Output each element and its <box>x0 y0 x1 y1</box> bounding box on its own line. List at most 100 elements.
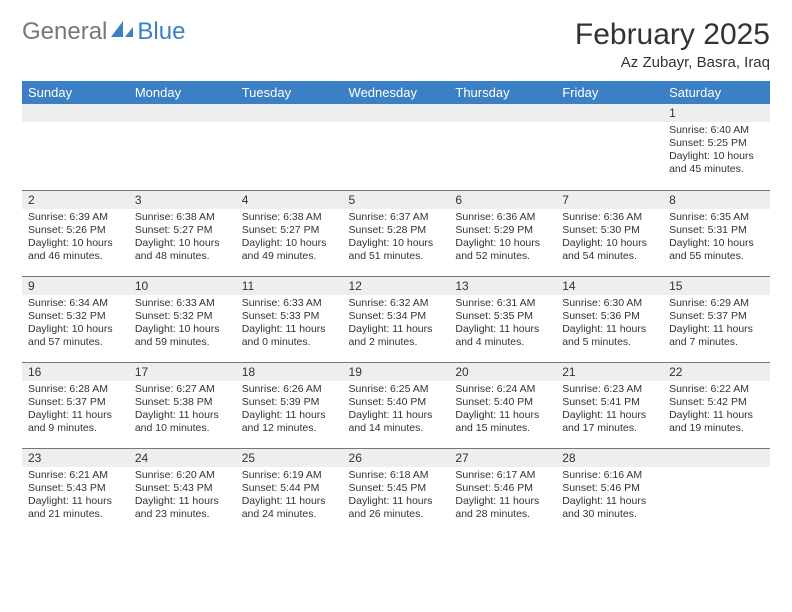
day-number: 25 <box>236 449 343 467</box>
day-number: 17 <box>129 363 236 381</box>
weekday-header: Thursday <box>449 81 556 104</box>
day-number: 4 <box>236 191 343 209</box>
calendar-day-cell: 28Sunrise: 6:16 AMSunset: 5:46 PMDayligh… <box>556 448 663 534</box>
sail-icon <box>109 18 135 46</box>
calendar-day-cell: 5Sunrise: 6:37 AMSunset: 5:28 PMDaylight… <box>343 190 450 276</box>
day-number <box>663 449 770 467</box>
logo-text-blue: Blue <box>137 18 185 46</box>
day-number: 18 <box>236 363 343 381</box>
day-details <box>129 122 236 128</box>
calendar-body: 1Sunrise: 6:40 AMSunset: 5:25 PMDaylight… <box>22 104 770 534</box>
calendar-day-cell: 12Sunrise: 6:32 AMSunset: 5:34 PMDayligh… <box>343 276 450 362</box>
day-number: 5 <box>343 191 450 209</box>
calendar-day-cell: 6Sunrise: 6:36 AMSunset: 5:29 PMDaylight… <box>449 190 556 276</box>
day-details: Sunrise: 6:33 AMSunset: 5:33 PMDaylight:… <box>236 295 343 354</box>
day-details <box>449 122 556 128</box>
calendar-day-cell: 1Sunrise: 6:40 AMSunset: 5:25 PMDaylight… <box>663 104 770 190</box>
day-number: 22 <box>663 363 770 381</box>
calendar-day-cell: 3Sunrise: 6:38 AMSunset: 5:27 PMDaylight… <box>129 190 236 276</box>
calendar-day-cell <box>22 104 129 190</box>
day-details: Sunrise: 6:31 AMSunset: 5:35 PMDaylight:… <box>449 295 556 354</box>
day-details: Sunrise: 6:39 AMSunset: 5:26 PMDaylight:… <box>22 209 129 268</box>
calendar-week-row: 23Sunrise: 6:21 AMSunset: 5:43 PMDayligh… <box>22 448 770 534</box>
day-details: Sunrise: 6:38 AMSunset: 5:27 PMDaylight:… <box>236 209 343 268</box>
calendar-day-cell: 18Sunrise: 6:26 AMSunset: 5:39 PMDayligh… <box>236 362 343 448</box>
day-details: Sunrise: 6:17 AMSunset: 5:46 PMDaylight:… <box>449 467 556 526</box>
calendar-table: SundayMondayTuesdayWednesdayThursdayFrid… <box>22 81 770 534</box>
day-number <box>129 104 236 122</box>
day-number: 13 <box>449 277 556 295</box>
day-details: Sunrise: 6:37 AMSunset: 5:28 PMDaylight:… <box>343 209 450 268</box>
location: Az Zubayr, Basra, Iraq <box>575 54 770 71</box>
day-number: 23 <box>22 449 129 467</box>
day-details: Sunrise: 6:25 AMSunset: 5:40 PMDaylight:… <box>343 381 450 440</box>
day-details: Sunrise: 6:16 AMSunset: 5:46 PMDaylight:… <box>556 467 663 526</box>
day-number: 19 <box>343 363 450 381</box>
day-details: Sunrise: 6:21 AMSunset: 5:43 PMDaylight:… <box>22 467 129 526</box>
day-number: 24 <box>129 449 236 467</box>
day-details: Sunrise: 6:22 AMSunset: 5:42 PMDaylight:… <box>663 381 770 440</box>
calendar-day-cell <box>449 104 556 190</box>
day-number: 9 <box>22 277 129 295</box>
day-number <box>449 104 556 122</box>
day-number: 10 <box>129 277 236 295</box>
day-number: 12 <box>343 277 450 295</box>
calendar-day-cell: 11Sunrise: 6:33 AMSunset: 5:33 PMDayligh… <box>236 276 343 362</box>
calendar-week-row: 2Sunrise: 6:39 AMSunset: 5:26 PMDaylight… <box>22 190 770 276</box>
day-details: Sunrise: 6:40 AMSunset: 5:25 PMDaylight:… <box>663 122 770 181</box>
day-number: 2 <box>22 191 129 209</box>
calendar-day-cell <box>663 448 770 534</box>
calendar-day-cell: 2Sunrise: 6:39 AMSunset: 5:26 PMDaylight… <box>22 190 129 276</box>
calendar-day-cell: 15Sunrise: 6:29 AMSunset: 5:37 PMDayligh… <box>663 276 770 362</box>
weekday-header: Saturday <box>663 81 770 104</box>
day-details <box>22 122 129 128</box>
weekday-header-row: SundayMondayTuesdayWednesdayThursdayFrid… <box>22 81 770 104</box>
day-details: Sunrise: 6:30 AMSunset: 5:36 PMDaylight:… <box>556 295 663 354</box>
day-details <box>663 467 770 473</box>
day-details: Sunrise: 6:35 AMSunset: 5:31 PMDaylight:… <box>663 209 770 268</box>
day-number: 1 <box>663 104 770 122</box>
logo-text-general: General <box>22 18 107 46</box>
day-details <box>343 122 450 128</box>
calendar-week-row: 16Sunrise: 6:28 AMSunset: 5:37 PMDayligh… <box>22 362 770 448</box>
day-details: Sunrise: 6:23 AMSunset: 5:41 PMDaylight:… <box>556 381 663 440</box>
calendar-day-cell: 22Sunrise: 6:22 AMSunset: 5:42 PMDayligh… <box>663 362 770 448</box>
calendar-day-cell: 17Sunrise: 6:27 AMSunset: 5:38 PMDayligh… <box>129 362 236 448</box>
day-details: Sunrise: 6:28 AMSunset: 5:37 PMDaylight:… <box>22 381 129 440</box>
weekday-header: Friday <box>556 81 663 104</box>
calendar-day-cell: 14Sunrise: 6:30 AMSunset: 5:36 PMDayligh… <box>556 276 663 362</box>
day-details <box>556 122 663 128</box>
calendar-day-cell: 23Sunrise: 6:21 AMSunset: 5:43 PMDayligh… <box>22 448 129 534</box>
day-number: 15 <box>663 277 770 295</box>
calendar-day-cell: 27Sunrise: 6:17 AMSunset: 5:46 PMDayligh… <box>449 448 556 534</box>
calendar-day-cell: 25Sunrise: 6:19 AMSunset: 5:44 PMDayligh… <box>236 448 343 534</box>
day-number: 3 <box>129 191 236 209</box>
calendar-day-cell: 26Sunrise: 6:18 AMSunset: 5:45 PMDayligh… <box>343 448 450 534</box>
day-number: 11 <box>236 277 343 295</box>
day-details: Sunrise: 6:27 AMSunset: 5:38 PMDaylight:… <box>129 381 236 440</box>
calendar-day-cell: 19Sunrise: 6:25 AMSunset: 5:40 PMDayligh… <box>343 362 450 448</box>
day-details: Sunrise: 6:19 AMSunset: 5:44 PMDaylight:… <box>236 467 343 526</box>
day-details: Sunrise: 6:24 AMSunset: 5:40 PMDaylight:… <box>449 381 556 440</box>
weekday-header: Tuesday <box>236 81 343 104</box>
day-number <box>22 104 129 122</box>
day-number: 21 <box>556 363 663 381</box>
day-details: Sunrise: 6:34 AMSunset: 5:32 PMDaylight:… <box>22 295 129 354</box>
calendar-week-row: 9Sunrise: 6:34 AMSunset: 5:32 PMDaylight… <box>22 276 770 362</box>
day-number: 14 <box>556 277 663 295</box>
day-number: 8 <box>663 191 770 209</box>
calendar-day-cell <box>236 104 343 190</box>
calendar-day-cell: 21Sunrise: 6:23 AMSunset: 5:41 PMDayligh… <box>556 362 663 448</box>
calendar-day-cell <box>343 104 450 190</box>
header: General Blue February 2025 Az Zubayr, Ba… <box>22 18 770 71</box>
weekday-header: Wednesday <box>343 81 450 104</box>
logo: General Blue <box>22 18 185 46</box>
day-number: 26 <box>343 449 450 467</box>
calendar-day-cell: 8Sunrise: 6:35 AMSunset: 5:31 PMDaylight… <box>663 190 770 276</box>
calendar-day-cell: 24Sunrise: 6:20 AMSunset: 5:43 PMDayligh… <box>129 448 236 534</box>
day-details: Sunrise: 6:36 AMSunset: 5:29 PMDaylight:… <box>449 209 556 268</box>
weekday-header: Sunday <box>22 81 129 104</box>
day-number: 20 <box>449 363 556 381</box>
day-number: 27 <box>449 449 556 467</box>
day-number: 6 <box>449 191 556 209</box>
